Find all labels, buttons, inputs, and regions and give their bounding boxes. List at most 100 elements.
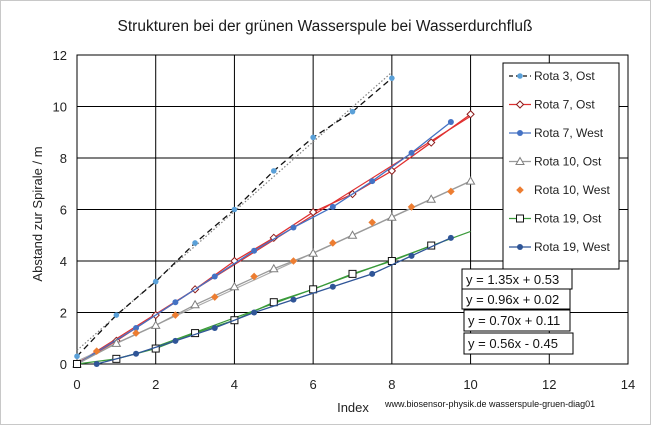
data-point	[329, 239, 337, 247]
data-point	[349, 108, 356, 115]
legend-label: Rota 7, West	[534, 126, 604, 140]
x-tick-label: 8	[388, 377, 395, 392]
legend-marker	[515, 156, 525, 165]
legend-box	[502, 62, 620, 270]
y-tick-label: 0	[60, 357, 67, 372]
data-point	[74, 353, 80, 360]
equation-label: y = 0.70x + 0.11	[468, 313, 560, 328]
data-point	[329, 283, 336, 290]
series-7	[93, 234, 454, 367]
data-point	[172, 299, 179, 306]
data-point	[347, 230, 358, 239]
equation-label: y = 0.96x + 0.02	[466, 292, 559, 307]
data-point	[427, 138, 436, 147]
data-point	[250, 272, 258, 281]
data-point	[465, 176, 476, 185]
y-tick-label: 12	[53, 48, 67, 63]
y-tick-label: 10	[53, 100, 67, 115]
data-point	[368, 218, 376, 227]
legend-label: Rota 19, West	[534, 240, 610, 254]
data-point	[133, 350, 140, 357]
data-point	[93, 361, 100, 367]
data-point	[386, 212, 397, 221]
data-point	[192, 240, 198, 246]
legend-marker	[516, 186, 524, 194]
data-point	[329, 203, 336, 210]
data-point	[408, 149, 415, 156]
equation-box	[463, 309, 571, 332]
data-point	[308, 248, 319, 257]
x-tick-label: 10	[463, 377, 477, 392]
y-tick-label: 4	[60, 254, 67, 269]
data-point	[289, 257, 298, 265]
data-point	[407, 203, 416, 211]
legend-label: Rota 7, Ost	[534, 98, 595, 112]
equation-label: y = 0.56x - 0.45	[468, 336, 558, 351]
data-point	[113, 312, 120, 318]
data-point	[268, 263, 279, 273]
data-point	[211, 273, 218, 280]
legend-marker	[516, 214, 524, 223]
equation-box	[461, 288, 571, 310]
data-point	[171, 311, 180, 319]
x-tick-labels: 0 2 4 6 8 10 12 14	[73, 377, 635, 392]
series-1	[74, 75, 395, 360]
legend-marker	[517, 244, 523, 250]
data-point	[408, 252, 415, 259]
data-point	[466, 110, 475, 119]
y-axis-label: Abstand zur Spirale / m	[30, 146, 45, 281]
data-point	[210, 293, 219, 301]
x-tick-label: 2	[152, 377, 159, 392]
data-point	[447, 187, 455, 196]
series-line	[76, 244, 432, 365]
x-tick-label: 4	[231, 377, 238, 392]
footer-credit: www.biosensor-physik.de wasserspule-grue…	[384, 399, 595, 409]
equation-label: y = 1.35x + 0.53	[466, 272, 559, 287]
legend-label: Rota 19, Ost	[534, 212, 602, 226]
data-point	[310, 134, 316, 141]
data-point	[231, 206, 238, 213]
legend-marker	[517, 73, 523, 79]
data-point	[111, 338, 122, 347]
data-point	[369, 270, 376, 277]
x-tick-label: 6	[310, 377, 317, 392]
data-point	[290, 224, 297, 231]
trendlines	[76, 71, 471, 364]
y-tick-label: 2	[60, 306, 67, 321]
data-point	[270, 168, 277, 174]
data-point	[211, 324, 218, 331]
data-point	[387, 166, 397, 176]
data-point	[152, 278, 159, 285]
series-5	[92, 187, 455, 355]
x-tick-label: 14	[621, 377, 635, 392]
trendline-equations: y = 1.35x + 0.53 y = 0.96x + 0.02 y = 0.70…	[461, 268, 574, 355]
x-tick-label: 0	[73, 377, 80, 392]
data-point	[389, 75, 395, 81]
y-tick-label: 6	[60, 203, 67, 218]
x-axis-label: Index	[337, 400, 369, 415]
data-point	[251, 247, 258, 254]
data-point	[229, 281, 240, 291]
data-series	[72, 75, 476, 369]
x-tick-label: 12	[542, 377, 556, 392]
data-point	[426, 194, 437, 203]
legend-label: Rota 3, Ost	[534, 69, 595, 83]
data-point	[190, 299, 200, 309]
legend-marker	[517, 130, 523, 136]
y-tick-labels: 0 2 4 6 8 10 12	[53, 48, 67, 372]
chart-title: Strukturen bei der grünen Wasserspule be…	[118, 18, 533, 35]
y-tick-label: 8	[60, 151, 67, 166]
data-point	[251, 309, 258, 316]
data-point	[447, 234, 454, 241]
data-point	[150, 320, 161, 329]
data-point	[369, 178, 376, 185]
data-point	[73, 360, 81, 368]
data-point	[348, 269, 357, 278]
data-point	[92, 347, 101, 355]
series-4	[72, 176, 476, 368]
data-point	[308, 207, 318, 217]
equation-box	[463, 332, 574, 355]
data-point	[290, 296, 297, 303]
data-point	[133, 324, 140, 331]
